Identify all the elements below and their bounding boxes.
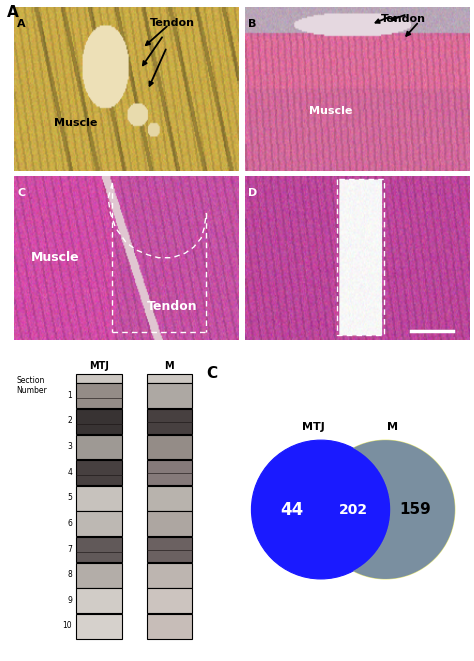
Text: Tendon: Tendon — [150, 18, 195, 28]
Text: 7: 7 — [67, 545, 72, 554]
Text: Tendon: Tendon — [147, 301, 198, 313]
Text: MTJ: MTJ — [302, 422, 325, 432]
Bar — [76, 383, 122, 408]
Text: C: C — [206, 366, 217, 381]
Text: C: C — [18, 188, 26, 198]
Bar — [146, 383, 192, 408]
Bar — [146, 460, 192, 485]
Bar — [76, 614, 122, 639]
Text: M: M — [387, 422, 398, 432]
Bar — [76, 486, 122, 511]
Text: M: M — [164, 362, 174, 371]
Text: D: D — [248, 188, 257, 198]
Text: Muscle: Muscle — [30, 251, 79, 264]
Text: 3: 3 — [67, 442, 72, 451]
Text: B: B — [248, 19, 257, 28]
Text: Muscle: Muscle — [55, 118, 98, 128]
Text: 202: 202 — [338, 502, 368, 516]
Bar — [146, 409, 192, 434]
Bar — [146, 537, 192, 562]
Text: 6: 6 — [67, 519, 72, 528]
Bar — [76, 373, 122, 383]
Circle shape — [251, 440, 390, 579]
Text: A: A — [18, 19, 26, 28]
Bar — [146, 512, 192, 536]
Text: Section
Number: Section Number — [16, 376, 47, 395]
Text: 2: 2 — [67, 416, 72, 426]
Text: 4: 4 — [67, 468, 72, 477]
Text: 9: 9 — [67, 596, 72, 605]
Text: Tendon: Tendon — [381, 13, 426, 24]
Text: A: A — [7, 5, 19, 20]
Bar — [146, 614, 192, 639]
PathPatch shape — [353, 440, 455, 579]
Bar — [146, 486, 192, 511]
Bar — [76, 563, 122, 588]
Text: 8: 8 — [67, 570, 72, 579]
Bar — [76, 409, 122, 434]
Bar — [146, 588, 192, 613]
Text: 159: 159 — [400, 502, 431, 517]
Bar — [146, 434, 192, 459]
Bar — [146, 373, 192, 383]
Bar — [76, 537, 122, 562]
Bar — [76, 588, 122, 613]
Bar — [76, 512, 122, 536]
Text: 44: 44 — [281, 500, 304, 518]
Bar — [146, 563, 192, 588]
Text: 1: 1 — [67, 391, 72, 400]
Text: 5: 5 — [67, 493, 72, 502]
Text: Muscle: Muscle — [309, 106, 352, 116]
Text: 10: 10 — [63, 621, 72, 631]
Bar — [76, 460, 122, 485]
Bar — [76, 434, 122, 459]
Text: MTJ: MTJ — [89, 362, 109, 371]
Circle shape — [316, 440, 455, 579]
